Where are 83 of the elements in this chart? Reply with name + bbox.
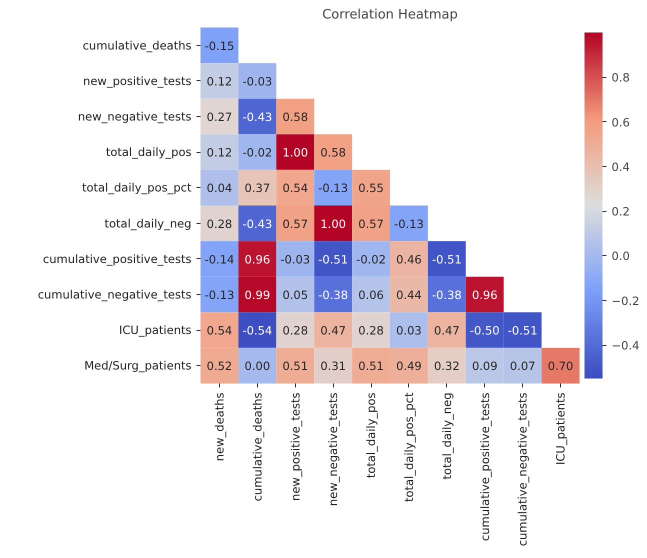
data-label: -0.43	[242, 110, 272, 124]
data-label: -0.13	[204, 288, 234, 302]
y-tick-label: total_daily_pos	[106, 145, 192, 160]
y-tick-label: total_daily_neg	[104, 216, 192, 230]
data-label: 0.96	[472, 288, 498, 302]
color-bar-label: 0.6	[612, 115, 630, 130]
y-tick-label: ICU_patients	[118, 323, 192, 338]
data-label: -0.51	[318, 252, 348, 266]
x-tick-label: new_deaths	[212, 392, 226, 462]
data-label: 0.47	[320, 324, 346, 338]
color-bar-label: −0.2	[612, 294, 640, 308]
data-label: 0.05	[282, 288, 308, 302]
data-label: -0.14	[204, 252, 234, 266]
data-label: 0.07	[510, 359, 536, 374]
data-label: 0.47	[434, 324, 460, 338]
x-tick-label: ICU_patients	[554, 392, 568, 466]
data-label: 0.70	[548, 359, 574, 374]
data-label: 0.99	[244, 288, 270, 302]
x-tick-label: cumulative_negative_tests	[516, 392, 530, 546]
data-label: 0.37	[244, 181, 270, 196]
data-label: -0.51	[432, 252, 462, 266]
data-label: 0.96	[244, 252, 270, 266]
data-label: -0.03	[242, 74, 272, 88]
color-bar-label: 0.4	[612, 160, 630, 174]
text: 0.0	[612, 249, 630, 264]
x-tick-label: total_daily_pos_pct	[402, 392, 416, 502]
y-tick-label: new_positive_tests	[83, 74, 192, 88]
data-label: 0.06	[358, 288, 384, 302]
data-label: 0.28	[282, 324, 308, 338]
y-tick-label: cumulative_negative_tests	[38, 288, 192, 302]
color-bar-label: 0.8	[612, 70, 630, 85]
color-bar-label: 0.2	[612, 204, 630, 219]
data-label: -0.51	[508, 324, 538, 338]
data-label: 0.51	[282, 359, 308, 374]
data-label: -0.13	[394, 216, 424, 231]
data-label: -0.54	[242, 324, 272, 338]
data-label: 0.03	[396, 324, 422, 338]
data-label: 0.00	[244, 359, 270, 374]
x-tick-label: cumulative_deaths	[250, 392, 264, 502]
data-label: 0.31	[320, 359, 346, 374]
x-tick-label: new_positive_tests	[288, 392, 302, 501]
y-tick-label: Med/Surg_patients	[84, 358, 192, 373]
color-bar-label: −0.4	[612, 338, 640, 353]
x-tick-label: new_negative_tests	[326, 392, 340, 506]
y-tick-label: new_negative_tests	[78, 110, 192, 124]
data-label: 0.49	[396, 359, 422, 374]
x-tick-label: total_daily_pos	[364, 392, 378, 478]
data-label: 0.28	[206, 216, 232, 231]
data-label: 0.28	[358, 324, 384, 338]
data-label: 0.51	[358, 359, 384, 374]
data-label: 0.55	[358, 181, 384, 196]
data-label: -0.13	[318, 181, 348, 196]
y-tick-label: total_daily_pos_pct	[82, 180, 192, 195]
data-label: 0.04	[206, 181, 232, 196]
data-label: 0.57	[282, 216, 308, 231]
chart-title: Correlation Heatmap	[322, 8, 458, 22]
data-label: 0.58	[320, 146, 346, 160]
data-label: 1.00	[320, 216, 346, 231]
data-label: 0.54	[282, 181, 308, 196]
data-label: -0.02	[242, 146, 272, 160]
data-label: 0.32	[434, 359, 460, 374]
data-label: 0.58	[282, 110, 308, 124]
data-label: 0.54	[206, 324, 232, 338]
y-tick-label: cumulative_positive_tests	[42, 252, 192, 266]
data-label: 0.44	[396, 288, 422, 302]
x-tick-label: cumulative_positive_tests	[478, 392, 492, 542]
data-label: -0.15	[204, 38, 234, 53]
data-label: -0.50	[470, 324, 500, 338]
data-label: 0.27	[206, 110, 232, 124]
x-tick-label: total_daily_neg	[440, 392, 454, 480]
data-label: -0.38	[318, 288, 348, 302]
data-label: -0.03	[280, 252, 310, 266]
data-label: -0.02	[356, 252, 386, 266]
data-label: 1.00	[282, 146, 308, 160]
data-label: 0.12	[206, 74, 232, 88]
data-label: -0.38	[432, 288, 462, 302]
data-label: 0.09	[472, 359, 498, 374]
data-label: -0.43	[242, 216, 272, 231]
data-label: 0.52	[206, 359, 232, 374]
data-label: 0.46	[396, 252, 422, 266]
data-label: 0.57	[358, 216, 384, 231]
y-tick-label: cumulative_deaths	[82, 38, 192, 52]
data-label: 0.12	[206, 146, 232, 160]
